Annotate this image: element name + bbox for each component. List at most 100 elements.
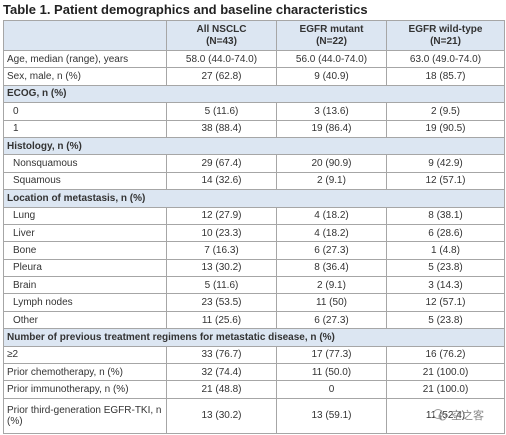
value-cell: 13 (30.2) (166, 397, 277, 434)
data-row: Pleura 13 (30.2) 8 (36.4) 5 (23.8) (3, 258, 505, 278)
value-cell: 5 (11.6) (166, 102, 277, 121)
value-cell: 9 (40.9) (276, 67, 387, 86)
column-name: EGFR mutant (299, 23, 364, 35)
value-cell: 16 (76.2) (386, 345, 505, 365)
row-label: 1 (3, 119, 167, 138)
value-cell: 21 (100.0) (386, 380, 505, 399)
row-label: Other (3, 310, 167, 330)
column-name: EGFR wild-type (408, 23, 483, 35)
value-cell: 19 (86.4) (276, 119, 387, 138)
value-cell: 56.0 (44.0-74.0) (276, 49, 387, 69)
data-row: Squamous 14 (32.6) 2 (9.1) 12 (57.1) (3, 171, 505, 191)
data-row: 1 38 (88.4) 19 (86.4) 19 (90.5) (3, 119, 505, 138)
data-row: Other 11 (25.6) 6 (27.3) 5 (23.8) (3, 310, 505, 330)
row-label: Lung (3, 206, 167, 225)
column-n: (N=43) (206, 35, 237, 47)
row-label: Squamous (3, 171, 167, 191)
value-cell: 4 (18.2) (276, 206, 387, 225)
value-cell: 8 (38.1) (386, 206, 505, 225)
value-cell: 13 (59.1) (276, 397, 387, 434)
value-cell: 2 (9.1) (276, 276, 387, 295)
row-label: Pleura (3, 258, 167, 278)
row-label: Nonsquamous (3, 154, 167, 173)
section-label: Histology, n (%) (3, 136, 505, 156)
value-cell: 14 (32.6) (166, 171, 277, 191)
value-cell: 12 (57.1) (386, 293, 505, 312)
header-cell: All NSCLC (N=43) (166, 20, 277, 51)
row-label: Age, median (range), years (3, 49, 167, 69)
value-cell: 11 (25.6) (166, 310, 277, 330)
value-cell: 38 (88.4) (166, 119, 277, 138)
row-label: Prior third-generation EGFR-TKI, n (%) (3, 397, 167, 434)
value-cell: 5 (11.6) (166, 276, 277, 295)
section-label: Location of metastasis, n (%) (3, 189, 505, 208)
section-row: Location of metastasis, n (%) (3, 189, 505, 208)
row-label: Prior chemotherapy, n (%) (3, 363, 167, 382)
data-row: Age, median (range), years 58.0 (44.0-74.… (3, 49, 505, 69)
section-row: Histology, n (%) (3, 136, 505, 156)
column-name: All NSCLC (196, 23, 247, 35)
value-cell: 2 (9.1) (276, 171, 387, 191)
value-cell: 12 (57.1) (386, 171, 505, 191)
value-cell: 23 (53.5) (166, 293, 277, 312)
row-label: Liver (3, 223, 167, 243)
value-cell: 58.0 (44.0-74.0) (166, 49, 277, 69)
value-cell: 6 (27.3) (276, 310, 387, 330)
data-row: Nonsquamous 29 (67.4) 20 (90.9) 9 (42.9) (3, 154, 505, 173)
table-title: Table 1. Patient demographics and baseli… (3, 2, 368, 17)
value-cell: 4 (18.2) (276, 223, 387, 243)
row-label: Lymph nodes (3, 293, 167, 312)
value-cell: 6 (28.6) (386, 223, 505, 243)
header-cell (3, 20, 167, 51)
row-label: Brain (3, 276, 167, 295)
data-row: Sex, male, n (%) 27 (62.8) 9 (40.9) 18 (85.… (3, 67, 505, 86)
data-row: Prior immunotherapy, n (%) 21 (48.8) 0 21 (… (3, 380, 505, 399)
watermark: 空之客 (433, 407, 484, 423)
value-cell: 9 (42.9) (386, 154, 505, 173)
value-cell: 20 (90.9) (276, 154, 387, 173)
value-cell: 11 (50.0) (276, 363, 387, 382)
value-cell: 6 (27.3) (276, 241, 387, 260)
value-cell: 18 (85.7) (386, 67, 505, 86)
row-label: ≥2 (3, 345, 167, 365)
column-n: (N=22) (316, 35, 347, 47)
value-cell: 33 (76.7) (166, 345, 277, 365)
header-row: All NSCLC (N=43) EGFR mutant (N=22) EGFR wil… (3, 20, 505, 51)
value-cell: 5 (23.8) (386, 258, 505, 278)
data-row: Prior chemotherapy, n (%) 32 (74.4) 11 (50… (3, 363, 505, 382)
value-cell: 8 (36.4) (276, 258, 387, 278)
data-row: Lymph nodes 23 (53.5) 11 (50) 12 (57.1) (3, 293, 505, 312)
value-cell: 32 (74.4) (166, 363, 277, 382)
value-cell: 3 (13.6) (276, 102, 387, 121)
data-row: Liver 10 (23.3) 4 (18.2) 6 (28.6) (3, 223, 505, 243)
section-label: Number of previous treatment regimens fo… (3, 328, 505, 347)
value-cell: 0 (276, 380, 387, 399)
value-cell: 12 (27.9) (166, 206, 277, 225)
data-row: Brain 5 (11.6) 2 (9.1) 3 (14.3) (3, 276, 505, 295)
value-cell: 19 (90.5) (386, 119, 505, 138)
value-cell: 2 (9.5) (386, 102, 505, 121)
value-cell: 3 (14.3) (386, 276, 505, 295)
value-cell: 17 (77.3) (276, 345, 387, 365)
row-label: Sex, male, n (%) (3, 67, 167, 86)
value-cell: 10 (23.3) (166, 223, 277, 243)
value-cell: 21 (48.8) (166, 380, 277, 399)
demographics-table: All NSCLC (N=43) EGFR mutant (N=22) EGFR wil… (3, 20, 505, 434)
value-cell: 11 (50) (276, 293, 387, 312)
value-cell: 63.0 (49.0-74.0) (386, 49, 505, 69)
watermark-text: 空之客 (451, 410, 484, 422)
row-label: Prior immunotherapy, n (%) (3, 380, 167, 399)
value-cell: 21 (100.0) (386, 363, 505, 382)
row-label: 0 (3, 102, 167, 121)
value-cell: 7 (16.3) (166, 241, 277, 260)
header-cell: EGFR wild-type (N=21) (386, 20, 505, 51)
header-cell: EGFR mutant (N=22) (276, 20, 387, 51)
value-cell: 27 (62.8) (166, 67, 277, 86)
value-cell: 5 (23.8) (386, 310, 505, 330)
section-row: Number of previous treatment regimens fo… (3, 328, 505, 347)
data-row: Prior third-generation EGFR-TKI, n (%) 13… (3, 397, 505, 434)
value-cell: 29 (67.4) (166, 154, 277, 173)
data-row: Lung 12 (27.9) 4 (18.2) 8 (38.1) (3, 206, 505, 225)
data-row: ≥2 33 (76.7) 17 (77.3) 16 (76.2) (3, 345, 505, 365)
